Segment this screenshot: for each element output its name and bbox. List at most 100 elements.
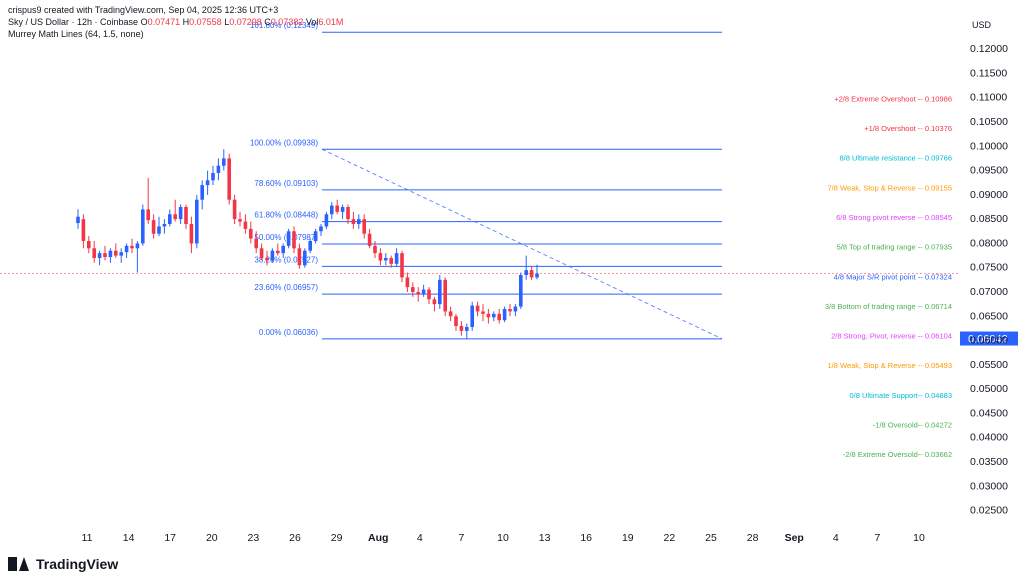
candle[interactable] — [448, 306, 453, 322]
candle[interactable] — [324, 211, 329, 229]
candle[interactable] — [178, 204, 183, 224]
candle[interactable] — [292, 226, 296, 254]
candle[interactable] — [303, 248, 307, 268]
candle[interactable] — [87, 236, 91, 254]
candle[interactable] — [243, 214, 248, 234]
candle[interactable] — [502, 306, 507, 323]
candle[interactable] — [200, 180, 204, 210]
candle[interactable] — [394, 248, 399, 267]
candle[interactable] — [189, 216, 194, 254]
candle[interactable] — [362, 214, 366, 239]
candle[interactable] — [357, 214, 361, 229]
candle[interactable] — [470, 301, 474, 331]
candle[interactable] — [286, 228, 291, 249]
candle[interactable] — [238, 211, 242, 227]
candle[interactable] — [184, 204, 188, 229]
candle[interactable] — [227, 153, 231, 205]
candle[interactable] — [378, 248, 383, 266]
candles-series[interactable] — [76, 149, 539, 339]
candle[interactable] — [535, 264, 539, 280]
candle[interactable] — [459, 321, 464, 336]
candle[interactable] — [384, 253, 388, 266]
candle[interactable] — [475, 301, 480, 317]
candle[interactable] — [524, 255, 528, 280]
candle[interactable] — [405, 272, 410, 292]
candle[interactable] — [346, 204, 350, 224]
indicator-legend[interactable]: Murrey Math Lines (64, 1.5, none) — [8, 29, 144, 39]
candle[interactable] — [465, 323, 469, 339]
candle[interactable] — [124, 243, 129, 258]
current-price-tag[interactable] — [960, 331, 1018, 346]
candle[interactable] — [508, 304, 512, 317]
candle[interactable] — [108, 248, 113, 263]
candle[interactable] — [259, 243, 264, 261]
candle[interactable] — [367, 228, 372, 249]
candle[interactable] — [168, 209, 172, 227]
candle-body — [524, 270, 528, 275]
candle[interactable] — [497, 309, 501, 324]
candle[interactable] — [92, 241, 96, 263]
fib-trend-line[interactable] — [321, 148, 723, 340]
price-axis[interactable]: 0.12000 0.11500 0.11000 0.10500 0.10000 0.095… — [970, 43, 1008, 516]
candle[interactable] — [411, 282, 415, 297]
candle[interactable] — [335, 199, 339, 215]
candle[interactable] — [373, 241, 377, 258]
candle[interactable] — [162, 219, 167, 234]
candle[interactable] — [81, 214, 86, 249]
candle[interactable] — [427, 287, 431, 305]
candle[interactable] — [265, 250, 269, 266]
candle[interactable] — [130, 238, 134, 254]
tradingview-logo[interactable]: TradingView — [8, 556, 118, 572]
candle[interactable] — [389, 255, 393, 268]
time-axis[interactable]: 11 14 17 20 23 26 29 Aug 4 7 10 13 16 19 22 25 28 Sep 4 7 10 — [82, 532, 925, 544]
fib-retracement-drawing[interactable]: 100.00% (0.09938) 78.60% (0.09103) 61.80% … — [250, 21, 723, 340]
candle[interactable] — [492, 311, 496, 322]
candle[interactable] — [103, 245, 107, 261]
candle[interactable] — [513, 304, 518, 317]
candle[interactable] — [416, 287, 420, 302]
candle[interactable] — [519, 272, 523, 309]
candle[interactable] — [276, 243, 280, 256]
y-tick-label: 0.04000 — [970, 432, 1008, 444]
candle[interactable] — [481, 304, 485, 322]
candle[interactable] — [97, 250, 102, 266]
candle[interactable] — [340, 204, 345, 220]
candle[interactable] — [211, 165, 215, 186]
candle[interactable] — [313, 228, 318, 244]
candle[interactable] — [222, 149, 226, 171]
candle[interactable] — [443, 277, 447, 317]
candle[interactable] — [454, 313, 458, 331]
candle[interactable] — [249, 221, 253, 244]
candle[interactable] — [308, 238, 312, 254]
candle[interactable] — [151, 214, 156, 239]
murrey-line-label: 2/8 Strong, Pivot, reverse -- 0.06104 — [831, 332, 952, 341]
candle[interactable] — [330, 202, 334, 220]
candle[interactable] — [195, 194, 199, 249]
candle[interactable] — [529, 266, 534, 280]
candle[interactable] — [421, 284, 426, 297]
candle[interactable] — [400, 250, 404, 283]
candle[interactable] — [216, 158, 221, 181]
candle[interactable] — [76, 209, 80, 229]
candle[interactable] — [319, 224, 323, 237]
candle[interactable] — [173, 199, 177, 222]
candle[interactable] — [486, 309, 491, 324]
candle[interactable] — [351, 211, 356, 229]
candle[interactable] — [432, 296, 437, 312]
candle[interactable] — [438, 275, 442, 309]
symbol-line[interactable]: Sky / US Dollar · 12h · Coinbase O0.0747… — [8, 16, 343, 28]
candle[interactable] — [297, 243, 302, 269]
candle[interactable] — [205, 170, 210, 195]
symbol-name[interactable]: Sky / US Dollar · 12h · Coinbase — [8, 17, 139, 27]
candle[interactable] — [157, 216, 161, 237]
candle[interactable] — [270, 248, 275, 263]
candle[interactable] — [135, 241, 140, 273]
candle[interactable] — [141, 204, 145, 246]
candle[interactable] — [281, 243, 285, 258]
candle[interactable] — [146, 177, 150, 224]
candle[interactable] — [119, 248, 123, 263]
candle[interactable] — [232, 194, 237, 224]
candle[interactable] — [254, 231, 258, 254]
candle[interactable] — [114, 243, 118, 258]
